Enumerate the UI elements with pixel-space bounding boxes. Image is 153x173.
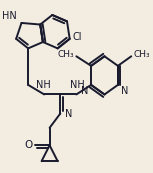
Text: O: O bbox=[24, 140, 32, 150]
Text: Cl: Cl bbox=[72, 32, 82, 42]
Text: CH₃: CH₃ bbox=[133, 50, 150, 59]
Text: HN: HN bbox=[2, 11, 17, 21]
Text: NH: NH bbox=[70, 80, 85, 90]
Text: N: N bbox=[121, 86, 128, 97]
Text: N: N bbox=[81, 86, 88, 97]
Text: NH: NH bbox=[35, 80, 50, 90]
Text: N: N bbox=[65, 108, 72, 119]
Text: CH₃: CH₃ bbox=[58, 50, 74, 59]
